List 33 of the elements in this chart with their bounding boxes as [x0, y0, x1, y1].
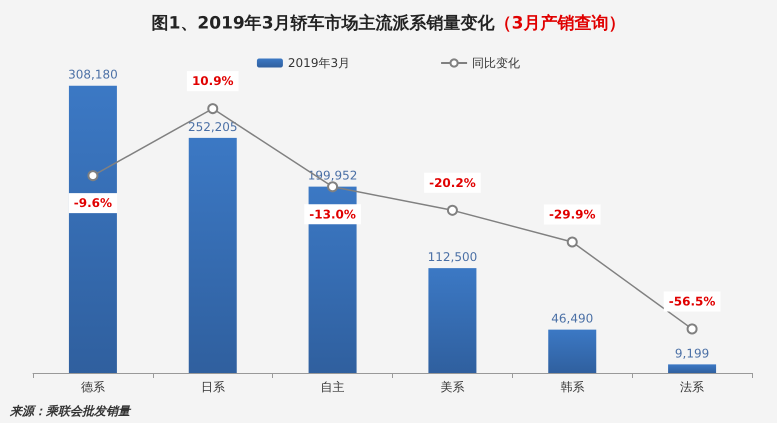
- legend-label: 同比变化: [472, 56, 520, 70]
- data-label: -13.0%: [309, 207, 356, 222]
- data-label: -56.5%: [668, 294, 716, 308]
- x-tick-label: 日系: [200, 380, 225, 394]
- data-label: 112,500: [428, 250, 478, 264]
- bar: [68, 86, 117, 373]
- source-note: 来源：乘联会批发销量: [9, 404, 132, 418]
- data-label: 10.9%: [192, 74, 234, 88]
- data-label: -20.2%: [429, 176, 476, 190]
- x-tick-label: 法系: [680, 380, 704, 394]
- chart-subtitle: （3月产销查询）: [494, 14, 626, 34]
- point: [686, 323, 698, 334]
- bar: [428, 268, 476, 373]
- point: [207, 103, 218, 114]
- x-tick-label: 自主: [320, 380, 345, 394]
- point: [566, 236, 578, 248]
- bar: [668, 364, 716, 373]
- data-label: -29.9%: [548, 207, 596, 222]
- data-label: 252,205: [188, 120, 238, 134]
- bar: [188, 138, 237, 373]
- data-label: 46,490: [551, 312, 594, 326]
- legend-label: 2019年3月: [288, 56, 350, 70]
- data-label: 9,199: [674, 346, 710, 360]
- x-tick-label: 美系: [440, 380, 464, 394]
- data-label: 308,180: [68, 68, 118, 82]
- point: [446, 204, 458, 216]
- chart-title: 图1、2019年3月轿车市场主流派系销量变化: [152, 14, 496, 34]
- x-tick-label: 韩系: [560, 380, 584, 394]
- data-label: -9.6%: [74, 196, 112, 210]
- x-tick-label: 德系: [80, 380, 105, 394]
- point: [327, 181, 338, 192]
- point: [87, 170, 98, 182]
- bar: [548, 330, 596, 373]
